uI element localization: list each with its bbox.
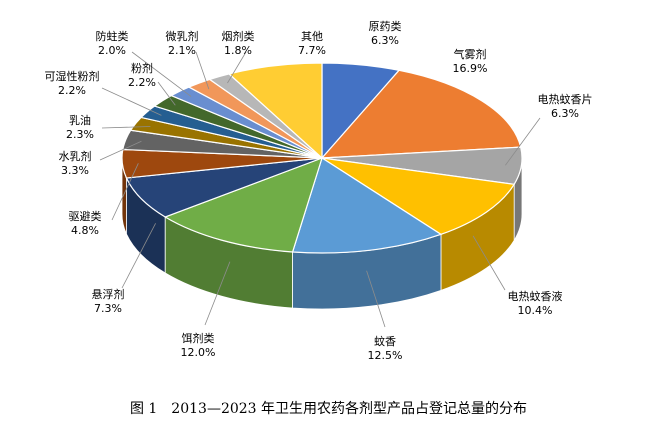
slice-1-name-label: 气雾剂 — [454, 47, 487, 61]
slice-7-leader — [111, 163, 139, 221]
slice-9-name-label: 乳油 — [69, 113, 91, 127]
pie-top-layer — [121, 62, 523, 254]
slice-3-leader — [472, 235, 506, 291]
slice-15-name-label: 其他 — [301, 30, 323, 43]
slice-4-value-label: 12.5% — [368, 349, 403, 362]
slice-0-value-label: 6.3% — [371, 34, 399, 47]
slice-3-top — [321, 157, 516, 236]
slice-8-leader — [99, 140, 142, 161]
slice-labels: 原药类6.3%气雾剂16.9%电热蚊香片6.3%电热蚊香液10.4%蚊香12.5… — [45, 19, 593, 362]
slice-6-value-label: 7.3% — [94, 302, 122, 315]
slice-5-value-label: 12.0% — [181, 346, 216, 359]
slice-3-name-label: 电热蚊香液 — [508, 289, 563, 303]
slice-4-leader — [366, 270, 386, 328]
slice-0-name-label: 原药类 — [369, 19, 402, 33]
slice-9-value-label: 2.3% — [66, 128, 94, 141]
slice-13-value-label: 2.1% — [168, 44, 196, 57]
slice-6-name-label: 悬浮剂 — [92, 287, 125, 301]
slice-12-leader — [131, 51, 192, 97]
slice-11-value-label: 2.2% — [128, 76, 156, 89]
slice-12-value-label: 2.0% — [98, 44, 126, 57]
slice-4-top — [291, 157, 443, 254]
slice-10-leader — [101, 87, 162, 116]
slice-3-value-label: 10.4% — [518, 304, 553, 317]
slice-10-value-label: 2.2% — [58, 84, 86, 97]
slice-7-name-label: 驱避类 — [69, 209, 102, 223]
slice-13-leader — [195, 51, 210, 90]
leader-lines — [99, 51, 541, 328]
slice-8-value-label: 3.3% — [61, 164, 89, 177]
slice-1-top — [320, 69, 522, 159]
slice-15-value-label: 7.7% — [298, 44, 326, 57]
slice-5-leader — [204, 261, 231, 326]
slice-11-leader — [157, 81, 176, 106]
slice-2-leader — [505, 117, 541, 166]
slice-11-name-label: 粉剂 — [131, 61, 153, 75]
slice-5-top — [163, 157, 323, 253]
slice-5-name-label: 饵剂类 — [182, 331, 215, 345]
slice-14-leader — [227, 51, 247, 84]
slice-4-name-label: 蚊香 — [374, 334, 396, 348]
slice-14-value-label: 1.8% — [224, 44, 252, 57]
slice-14-name-label: 烟剂类 — [222, 29, 255, 43]
slice-6-leader — [121, 223, 156, 289]
slice-12-name-label: 防蛀类 — [96, 29, 129, 43]
slice-2-value-label: 6.3% — [551, 107, 579, 120]
slice-2-name-label: 电热蚊香片 — [538, 92, 593, 106]
slice-10-name-label: 可湿性粉剂 — [45, 69, 100, 83]
figure-caption: 图 1 2013—2023 年卫生用农药各剂型产品占登记总量的分布 — [129, 401, 528, 417]
slice-8-name-label: 水乳剂 — [59, 149, 92, 163]
slice-9-leader — [101, 126, 151, 129]
slice-7-value-label: 4.8% — [71, 224, 99, 237]
slice-13-name-label: 微乳剂 — [166, 29, 199, 43]
slice-1-value-label: 16.9% — [453, 62, 488, 75]
slice-15-top — [227, 62, 323, 160]
